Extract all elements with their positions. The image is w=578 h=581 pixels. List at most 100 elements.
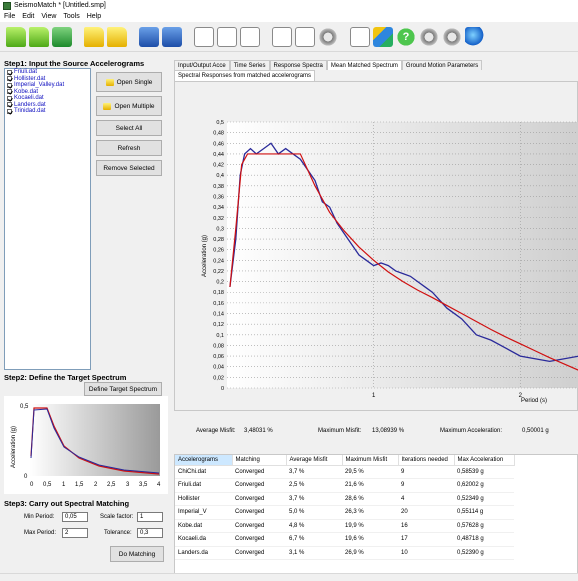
table-cell: Imperial_V: [175, 505, 232, 520]
mini-y-tick: 0,5: [20, 404, 29, 410]
document-icon[interactable]: [194, 26, 214, 47]
list-item[interactable]: Kobe.dat: [5, 89, 90, 96]
tools-icon[interactable]: [419, 26, 439, 47]
col-average-misfit[interactable]: Average Misfit: [286, 455, 343, 466]
scale-factor-input[interactable]: 1: [137, 512, 163, 522]
mean-spectrum-chart: 0 0,02 0,04 0,06 0,08 0,1 0,12 0,14 0,16 0,18 0,2 0…: [202, 120, 578, 404]
col-matching[interactable]: Matching: [232, 455, 287, 466]
target-spectrum-series: [229, 153, 578, 371]
maximum-misfit-label: Maximum Misfit:: [318, 428, 362, 434]
table-row[interactable]: ChiChi.dat Converged 3,7 % 29,5 % 9 0,58539 g: [175, 465, 514, 479]
link-icon[interactable]: [442, 26, 462, 47]
table-row[interactable]: Kobe.dat Converged 4,8 % 19,9 % 16 0,57628 g: [175, 519, 514, 533]
min-period-input[interactable]: 0,05: [62, 512, 88, 522]
open-icon[interactable]: [84, 26, 104, 47]
table-row[interactable]: Friuli.dat Converged 2,5 % 21,6 % 9 0,62002 g: [175, 478, 514, 493]
maximum-misfit-value: 13,08939 %: [372, 428, 405, 434]
save-green-icon[interactable]: [52, 26, 72, 47]
checkbox[interactable]: [7, 69, 12, 75]
y-tick-label: 0,36: [213, 194, 224, 200]
col-maximum-misfit[interactable]: Maximum Misfit: [342, 455, 399, 466]
zoom-out-icon[interactable]: [295, 26, 315, 47]
copy-icon[interactable]: [217, 26, 237, 47]
max-period-input[interactable]: 2: [62, 528, 88, 538]
window-title: SeismoMatch * [Untitled.smp]: [14, 2, 106, 9]
tab-ground-motion-parameters[interactable]: Ground Motion Parameters: [401, 60, 483, 70]
mini-y-tick: 0: [24, 474, 28, 480]
checkbox[interactable]: [7, 95, 12, 101]
y-tick-label: 0,38: [213, 184, 224, 190]
tolerance-input[interactable]: 0,3: [137, 528, 163, 538]
list-item[interactable]: Kocaeli.dat: [5, 95, 90, 102]
col-accelerograms[interactable]: Accelerograms: [175, 455, 233, 466]
col-max-acceleration[interactable]: Max Acceleration: [454, 455, 515, 466]
settings-icon[interactable]: [318, 26, 338, 47]
scale-factor-label: Scale factor:: [100, 514, 134, 520]
tolerance-label: Tolerance:: [104, 530, 132, 536]
mini-x-tick: 3,5: [139, 482, 148, 488]
file-list[interactable]: Friuli.dat Hollister.dat Imperial_Valley…: [4, 68, 91, 370]
tab-response-spectra[interactable]: Response Spectra: [269, 60, 327, 70]
y-tick-label: 0,3: [216, 226, 224, 232]
y-tick-label: 0,18: [213, 290, 224, 296]
chart-icon[interactable]: [350, 26, 370, 47]
table-row[interactable]: Kocaeli.da Converged 6,7 % 19,6 % 17 0,48718 …: [175, 532, 514, 547]
tab-mean-matched-spectrum[interactable]: Mean Matched Spectrum: [326, 60, 402, 70]
checkbox[interactable]: [7, 82, 12, 88]
cube-icon[interactable]: [373, 26, 393, 47]
table-row[interactable]: Landers.da Converged 3,1 % 26,9 % 10 0,52390 …: [175, 546, 514, 560]
maximum-acceleration-value: 0,50001 g: [522, 428, 549, 434]
table-cell: Kocaeli.da: [175, 532, 232, 547]
tab-input-output[interactable]: Input/Output Acce: [174, 60, 230, 70]
list-item[interactable]: Hollister.dat: [5, 76, 90, 83]
checkbox[interactable]: [7, 89, 12, 95]
open-folder-icon[interactable]: [29, 26, 49, 47]
print-icon[interactable]: [240, 26, 260, 47]
menu-help[interactable]: Help: [86, 13, 102, 20]
zoom-in-icon[interactable]: [272, 26, 292, 47]
col-iterations[interactable]: Iterations needed: [398, 455, 455, 466]
table-cell: 3,1 %: [286, 546, 342, 560]
list-item[interactable]: Landers.dat: [5, 102, 90, 109]
save-blue-icon[interactable]: [139, 26, 159, 47]
globe-icon[interactable]: [465, 26, 485, 47]
new-folder-icon[interactable]: [6, 26, 26, 47]
results-grid: Accelerograms Matching Average Misfit Ma…: [175, 455, 515, 560]
list-item[interactable]: Friuli.dat: [5, 69, 90, 76]
help-icon[interactable]: ?: [396, 26, 416, 47]
table-row[interactable]: Imperial_V Converged 5,0 % 26,3 % 20 0,55114 …: [175, 505, 514, 520]
menu-file[interactable]: File: [4, 13, 16, 20]
toolbar-separator: [130, 27, 136, 47]
save-as-icon[interactable]: [162, 26, 182, 47]
list-item[interactable]: Imperial_Valley.dat: [5, 82, 90, 89]
mini-x-tick: 1: [62, 482, 66, 488]
select-all-button[interactable]: Select All: [96, 120, 162, 136]
menu-tools[interactable]: Tools: [63, 13, 80, 20]
tab-spectral-responses[interactable]: Spectral Responses from matched accelero…: [174, 70, 316, 81]
open-single-button[interactable]: Open Single: [96, 72, 162, 92]
remove-selected-button[interactable]: Remove Selected: [96, 160, 162, 176]
open-multiple-icon[interactable]: [107, 26, 127, 47]
table-row[interactable]: Hollister Converged 3,7 % 28,6 % 4 0,52349 g: [175, 492, 514, 506]
do-matching-button[interactable]: Do Matching: [110, 546, 164, 562]
table-cell: 19,6 %: [342, 532, 398, 547]
y-tick-label: 0,34: [213, 205, 224, 211]
menu-view[interactable]: View: [41, 13, 57, 20]
tab-time-series[interactable]: Time Series: [229, 60, 270, 70]
table-cell: Hollister: [175, 492, 232, 506]
results-table[interactable]: Accelerograms Matching Average Misfit Ma…: [174, 454, 578, 574]
table-cell: 9: [398, 465, 454, 479]
menu-edit[interactable]: Edit: [22, 13, 35, 20]
open-multiple-button[interactable]: Open Multiple: [96, 96, 162, 116]
list-item[interactable]: Trinidad.dat: [5, 108, 90, 115]
toolbar-separator: [341, 27, 347, 47]
x-tick-label: 1: [372, 393, 376, 399]
refresh-button[interactable]: Refresh: [96, 140, 162, 156]
toolbar-separator: [263, 27, 269, 47]
checkbox[interactable]: [7, 102, 12, 108]
define-target-spectrum-button[interactable]: Define Target Spectrum: [84, 382, 162, 396]
checkbox[interactable]: [7, 76, 12, 82]
checkbox[interactable]: [7, 108, 12, 114]
y-tick-label: 0,1: [216, 333, 224, 339]
